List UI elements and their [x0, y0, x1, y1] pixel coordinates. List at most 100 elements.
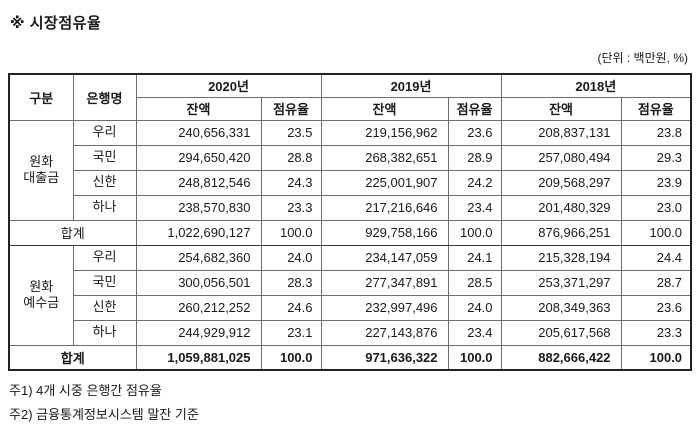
category-line: 원화	[29, 153, 54, 169]
share-cell: 23.4	[447, 194, 502, 221]
share-cell: 28.9	[447, 144, 502, 171]
header-share-2018: 점유율	[620, 96, 692, 121]
share-cell: 100.0	[620, 344, 692, 371]
table-row: 원화 예수금 우리 254,682,360 24.0 234,147,059 24…	[8, 244, 692, 346]
table-row: 신한 248,812,546 24.3 225,001,907 24.2 209…	[9, 169, 692, 196]
bank-name-cell: 국민	[72, 144, 137, 171]
header-balance-2020: 잔액	[135, 96, 262, 121]
balance-cell: 217,216,646	[320, 194, 449, 221]
balance-cell: 876,966,251	[500, 219, 622, 246]
category-line: 예수금	[23, 295, 60, 310]
balance-cell: 215,328,194	[500, 244, 622, 271]
share-cell: 28.7	[620, 269, 692, 296]
balance-cell: 209,568,297	[500, 169, 622, 196]
share-cell: 100.0	[447, 344, 502, 371]
balance-cell: 208,349,363	[500, 294, 622, 321]
header-share-2019: 점유율	[447, 96, 502, 121]
bank-name-cell: 우리	[72, 244, 137, 271]
balance-cell: 971,636,322	[320, 344, 449, 371]
balance-cell: 929,758,166	[320, 219, 449, 246]
balance-cell: 248,812,546	[135, 169, 262, 196]
table-row: 국민 300,056,501 28.3 277,347,891 28.5 253…	[9, 269, 692, 296]
balance-cell: 253,371,297	[500, 269, 622, 296]
balance-cell: 300,056,501	[135, 269, 262, 296]
market-share-table: 구분 은행명 2020년 2019년 2018년 잔액 점유율 잔액 점유율 잔…	[8, 73, 693, 371]
share-cell: 100.0	[260, 344, 322, 371]
bank-name-cell: 국민	[72, 269, 137, 296]
balance-cell: 260,212,252	[135, 294, 262, 321]
balance-cell: 244,929,912	[135, 319, 262, 346]
header-balance-2019: 잔액	[320, 96, 449, 121]
balance-cell: 294,650,420	[135, 144, 262, 171]
share-cell: 24.1	[447, 244, 502, 271]
balance-cell: 232,997,496	[320, 294, 449, 321]
header-year-2020: 2020년	[135, 73, 322, 98]
table-row: 하나 244,929,912 23.1 227,143,876 23.4 205…	[9, 319, 692, 346]
bank-name-cell: 신한	[72, 294, 137, 321]
share-cell: 23.4	[447, 319, 502, 346]
header-balance-2018: 잔액	[500, 96, 622, 121]
footnotes: 주1) 4개 시중 은행간 점유율 주2) 금융통계정보시스템 말잔 기준	[9, 379, 697, 427]
table-row: 원화 대출금 우리 240,656,331 23.5 219,156,962 23…	[8, 119, 692, 221]
bank-name-cell: 신한	[72, 169, 137, 196]
footnote-1: 주1) 4개 시중 은행간 점유율	[9, 383, 162, 398]
share-cell: 100.0	[620, 219, 692, 246]
balance-cell: 219,156,962	[320, 119, 449, 146]
header-year-2018: 2018년	[500, 73, 692, 98]
share-cell: 23.6	[447, 119, 502, 146]
bank-name-cell: 하나	[72, 319, 137, 346]
balance-cell: 257,080,494	[500, 144, 622, 171]
balance-cell: 227,143,876	[320, 319, 449, 346]
total-row-loans: 합계 1,022,690,127 100.0 929,758,166 100.0…	[8, 219, 692, 246]
category-line: 원화	[29, 278, 54, 294]
bank-name-cell: 하나	[72, 194, 137, 221]
share-cell: 100.0	[447, 219, 502, 246]
category-cell-loans: 원화 대출금	[8, 119, 74, 221]
share-cell: 24.0	[260, 244, 322, 271]
total-label-cell: 합계	[8, 344, 137, 371]
balance-cell: 882,666,422	[500, 344, 622, 371]
unit-note: (단위 : 백만원, %)	[597, 51, 688, 65]
share-cell: 24.4	[620, 244, 692, 271]
share-cell: 28.3	[260, 269, 322, 296]
share-cell: 23.5	[260, 119, 322, 146]
share-cell: 29.3	[620, 144, 692, 171]
share-cell: 24.0	[447, 294, 502, 321]
share-cell: 23.3	[620, 319, 692, 346]
header-row-years: 구분 은행명 2020년 2019년 2018년	[8, 73, 692, 121]
share-cell: 23.1	[260, 319, 322, 346]
table-row: 국민 294,650,420 28.8 268,382,651 28.9 257…	[9, 144, 692, 171]
header-year-2019: 2019년	[320, 73, 502, 98]
share-cell: 23.3	[260, 194, 322, 221]
balance-cell: 268,382,651	[320, 144, 449, 171]
category-cell-deposits: 원화 예수금	[8, 244, 74, 346]
balance-cell: 205,617,568	[500, 319, 622, 346]
share-cell: 23.6	[620, 294, 692, 321]
balance-cell: 238,570,830	[135, 194, 262, 221]
share-cell: 28.5	[447, 269, 502, 296]
balance-cell: 225,001,907	[320, 169, 449, 196]
header-bank: 은행명	[72, 73, 137, 121]
share-cell: 23.9	[620, 169, 692, 196]
balance-cell: 1,059,881,025	[135, 344, 262, 371]
balance-cell: 277,347,891	[320, 269, 449, 296]
page-title: ※ 시장점유율	[10, 15, 102, 32]
balance-cell: 208,837,131	[500, 119, 622, 146]
table-row: 신한 260,212,252 24.6 232,997,496 24.0 208…	[9, 294, 692, 321]
share-cell: 23.0	[620, 194, 692, 221]
share-cell: 100.0	[260, 219, 322, 246]
share-cell: 23.8	[620, 119, 692, 146]
footnote-2: 주2) 금융통계정보시스템 말잔 기준	[9, 407, 199, 422]
category-line: 대출금	[23, 170, 60, 185]
bank-name-cell: 우리	[72, 119, 137, 146]
balance-cell: 234,147,059	[320, 244, 449, 271]
balance-cell: 240,656,331	[135, 119, 262, 146]
total-label-cell: 합계	[8, 219, 137, 246]
balance-cell: 1,022,690,127	[135, 219, 262, 246]
total-row-deposits: 합계 1,059,881,025 100.0 971,636,322 100.0…	[8, 344, 692, 371]
balance-cell: 254,682,360	[135, 244, 262, 271]
table-row: 하나 238,570,830 23.3 217,216,646 23.4 201…	[9, 194, 692, 221]
share-cell: 28.8	[260, 144, 322, 171]
header-row-measures: 잔액 점유율 잔액 점유율 잔액 점유율	[9, 96, 692, 121]
share-cell: 24.3	[260, 169, 322, 196]
